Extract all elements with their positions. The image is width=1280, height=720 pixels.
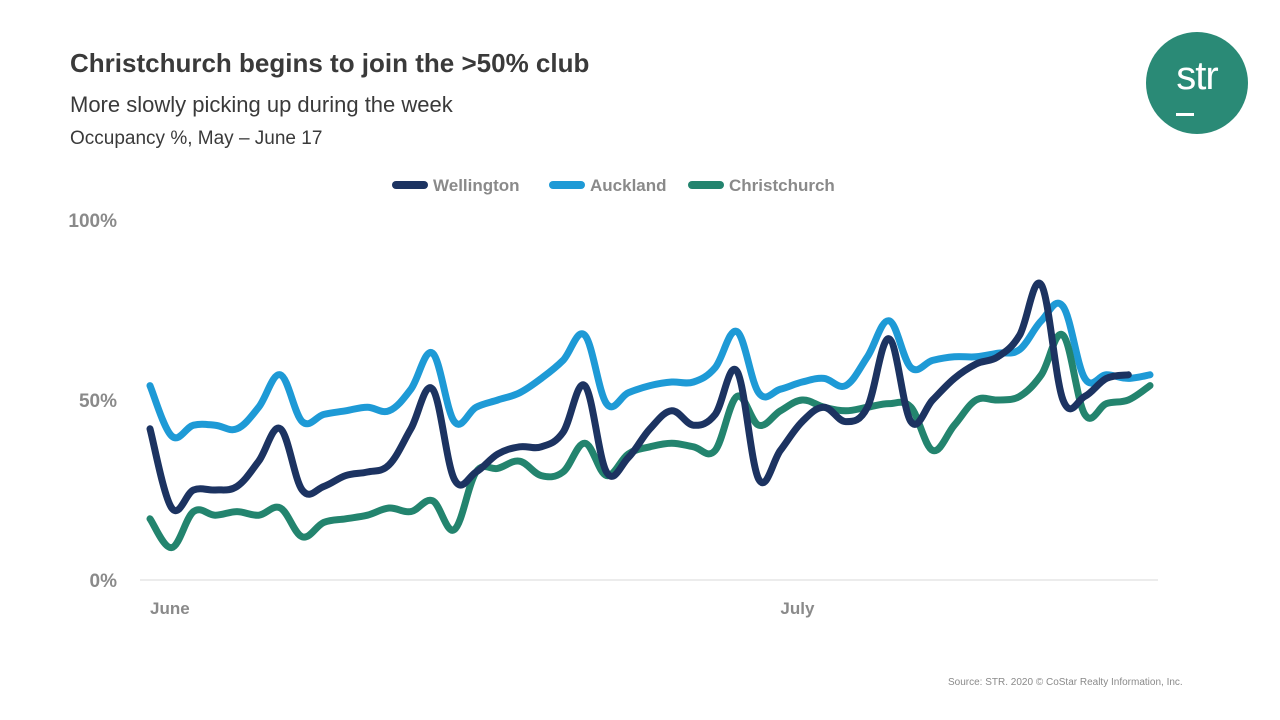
chart-subtitle: More slowly picking up during the week [70,92,453,117]
legend-label: Auckland [590,176,667,195]
str-logo: str [1146,32,1248,134]
chart-title: Christchurch begins to join the >50% clu… [70,48,590,78]
y-tick-label: 100% [68,211,117,232]
chart-caption: Occupancy %, May – June 17 [70,128,323,149]
legend: Wellington Auckland Christchurch [392,176,835,195]
series-line-auckland [146,299,1154,442]
str-logo-underline [1176,113,1194,116]
y-axis: 0% 50% 100% [68,211,117,592]
str-logo-text: str [1176,54,1218,98]
x-axis: June July [150,599,815,618]
series-line-wellington [146,279,1132,515]
series-line-christchurch [146,330,1154,552]
y-tick-label: 0% [90,571,118,592]
series-lines [146,279,1154,552]
legend-label: Christchurch [729,176,835,195]
y-tick-label: 50% [79,391,117,412]
legend-label: Wellington [433,176,520,195]
source-note: Source: STR. 2020 © CoStar Realty Inform… [948,677,1183,688]
x-tick-label: July [780,599,815,618]
x-tick-label: June [150,599,190,618]
